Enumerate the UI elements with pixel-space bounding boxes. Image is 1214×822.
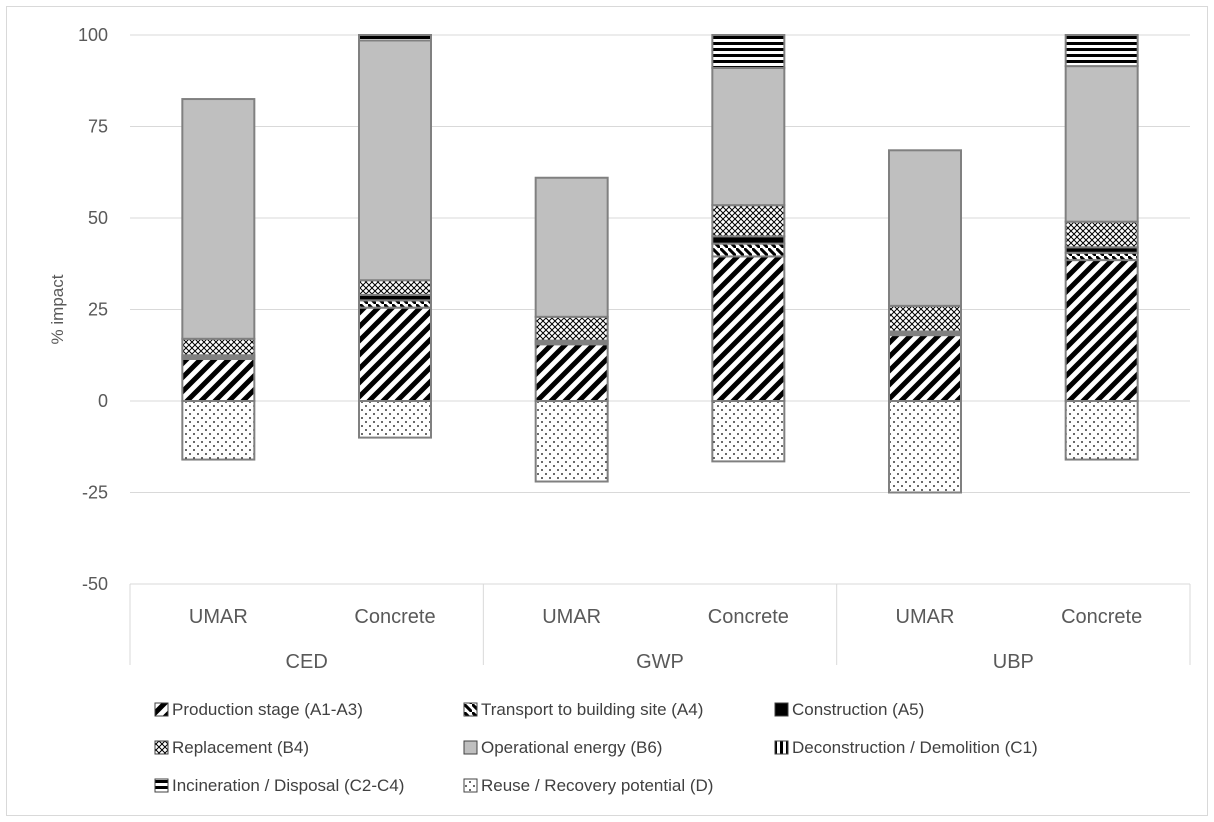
bar-segment — [711, 66, 786, 207]
bar-segment — [534, 343, 609, 402]
bar-segment — [888, 149, 962, 307]
bar-segment — [1064, 251, 1139, 262]
bar-segment — [358, 306, 432, 403]
bar-segment — [181, 98, 256, 340]
legend-swatch — [774, 740, 789, 755]
bar-segment — [534, 400, 609, 483]
x-axis: UMAR Concrete UMAR Concrete UMAR Concrete CED G… — [129, 583, 1191, 673]
bar-segment — [1064, 400, 1139, 461]
legend-label: Incineration / Disposal (C2-C4) — [172, 776, 404, 795]
y-tick-label: -50 — [82, 574, 108, 594]
bar-segment — [358, 299, 432, 309]
legend: Production stage (A1-A3) Transport to bui… — [154, 700, 1038, 795]
y-tick-label: 0 — [98, 391, 108, 411]
legend-label: Operational energy (B6) — [481, 738, 662, 757]
legend-swatch — [463, 740, 478, 755]
bar-segment — [534, 176, 609, 318]
legend-swatch — [463, 778, 478, 793]
bar-segment — [888, 334, 962, 402]
bar-segment — [534, 315, 609, 342]
x-category-label: UMAR — [542, 606, 601, 628]
bars — [181, 34, 1139, 494]
x-category-label: UMAR — [189, 606, 248, 628]
legend-swatch — [463, 702, 478, 717]
x-category-label: Concrete — [708, 606, 789, 628]
bar-segment — [358, 39, 432, 282]
x-category-label: UMAR — [896, 606, 955, 628]
legend-label: Deconstruction / Demolition (C1) — [792, 738, 1038, 757]
legend-label: Transport to building site (A4) — [481, 700, 703, 719]
legend-label: Construction (A5) — [792, 700, 924, 719]
bar-segment — [888, 304, 962, 333]
bar-segment — [711, 204, 786, 238]
bar-segment — [711, 255, 786, 402]
gridlines — [130, 34, 1190, 585]
x-group-label: UBP — [993, 651, 1034, 673]
bar-segment — [711, 242, 786, 258]
x-group-label: GWP — [636, 651, 684, 673]
bar-segment — [181, 357, 256, 403]
y-axis: 100 75 50 25 0 -25 -50 % impact — [48, 25, 108, 594]
legend-label: Reuse / Recovery potential (D) — [481, 776, 713, 795]
bar-segment — [358, 400, 432, 439]
bar-segment — [181, 400, 256, 461]
bar-segment — [711, 34, 786, 69]
bar-segment — [1064, 34, 1139, 68]
y-tick-label: 75 — [88, 117, 108, 137]
y-tick-label: -25 — [82, 483, 108, 503]
x-category-label: Concrete — [1061, 606, 1142, 628]
bar-segment — [711, 235, 786, 245]
legend-swatch — [154, 702, 169, 717]
y-tick-label: 25 — [88, 300, 108, 320]
bar-segment — [1064, 259, 1139, 402]
legend-label: Replacement (B4) — [172, 738, 309, 757]
legend-swatch — [774, 702, 789, 717]
bar-segment — [358, 279, 432, 296]
y-axis-title: % impact — [48, 274, 67, 344]
bar-segment — [358, 34, 432, 42]
x-group-label: CED — [286, 651, 328, 673]
y-tick-label: 50 — [88, 208, 108, 228]
x-category-label: Concrete — [354, 606, 435, 628]
legend-label: Production stage (A1-A3) — [172, 700, 363, 719]
bar-segment — [1064, 220, 1139, 249]
legend-swatch — [154, 778, 169, 793]
bar-segment — [181, 337, 256, 357]
bar-segment — [1064, 65, 1139, 223]
y-tick-label: 100 — [78, 25, 108, 45]
legend-swatch — [154, 740, 169, 755]
bar-segment — [888, 400, 962, 494]
bar-segment — [711, 400, 786, 463]
